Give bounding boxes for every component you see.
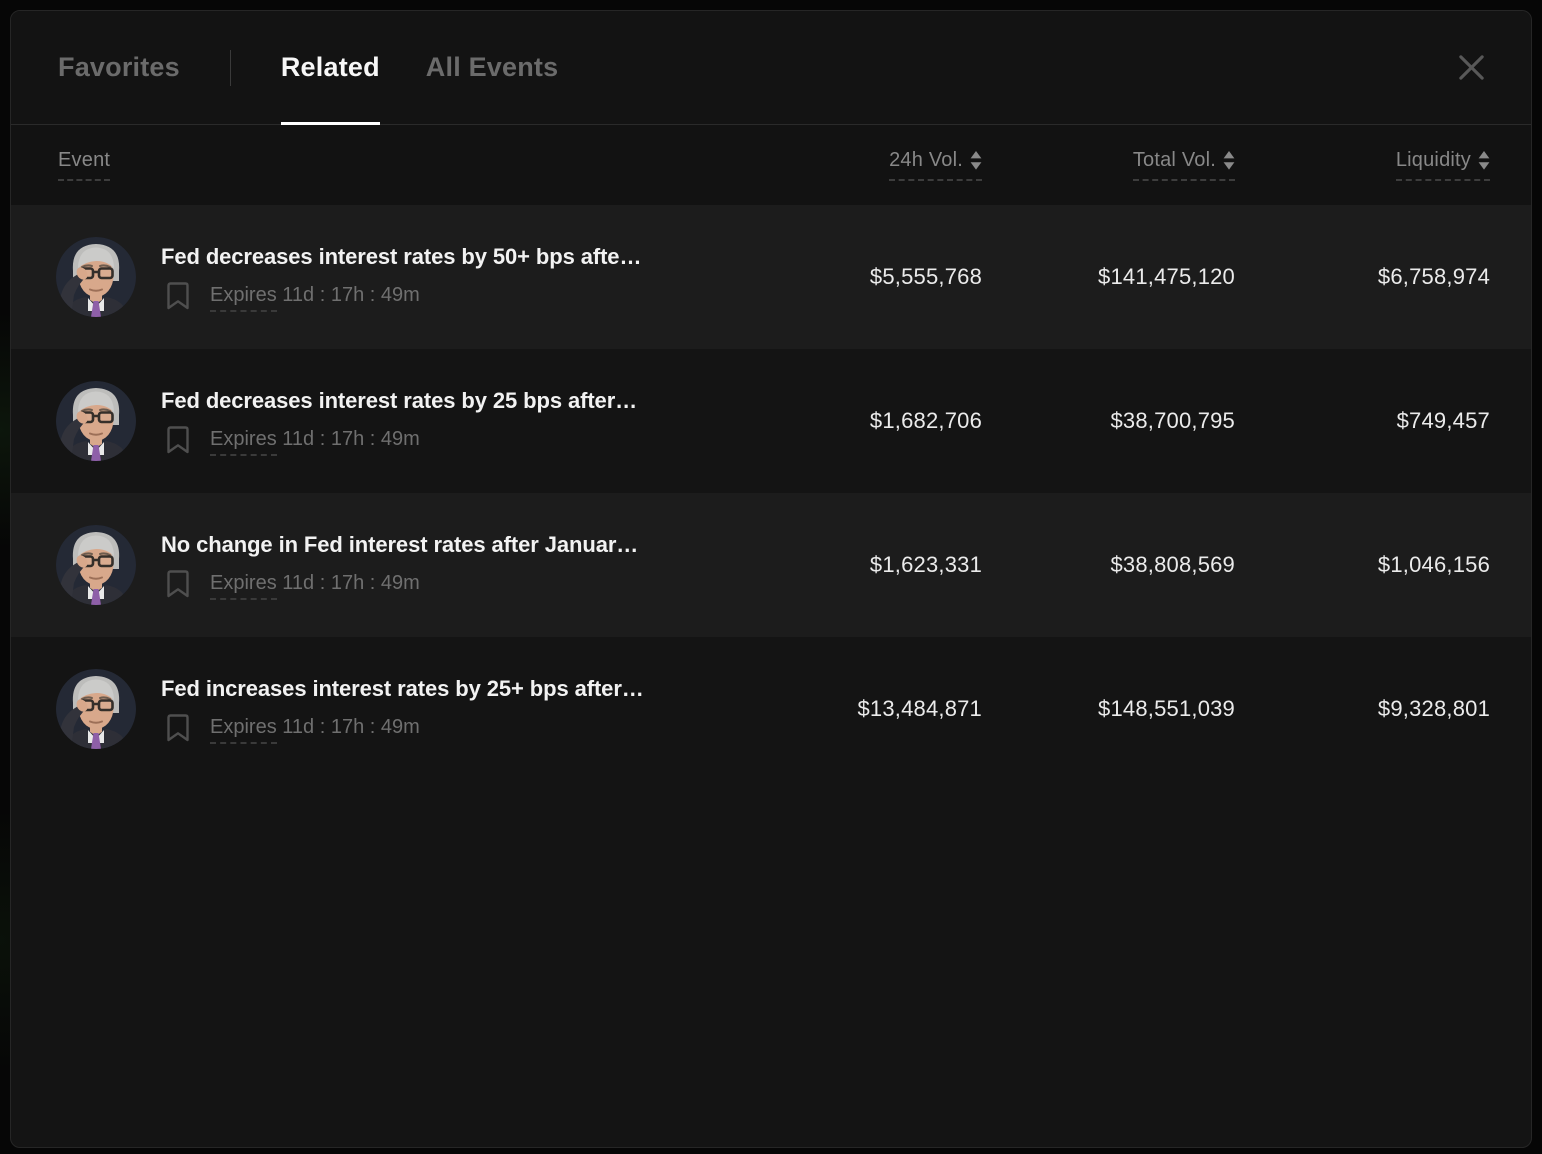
24h-vol-column-label: 24h Vol.: [889, 149, 963, 171]
expires-text: Expires 11d : 17h : 49m: [210, 572, 420, 600]
bookmark-button[interactable]: [166, 281, 190, 311]
x-icon: [1458, 55, 1484, 80]
cell-24h-vol: $5,555,768: [869, 264, 982, 289]
expires-line: Expires 11d : 17h : 49m: [161, 281, 641, 312]
expires-text: Expires 11d : 17h : 49m: [210, 716, 420, 744]
event-avatar: [56, 669, 136, 749]
powell-photo: [56, 381, 136, 461]
cell-total-vol: $38,808,569: [1110, 552, 1235, 577]
event-title: No change in Fed interest rates after Ja…: [161, 531, 639, 557]
close-button[interactable]: [1449, 46, 1493, 90]
bookmark-icon: [167, 281, 189, 309]
expires-text: Expires 11d : 17h : 49m: [210, 284, 420, 312]
expires-label: Expires: [210, 572, 277, 600]
expires-value: 11d : 17h : 49m: [282, 572, 420, 594]
total-vol-column-label: Total Vol.: [1132, 149, 1216, 171]
powell-photo: [56, 237, 136, 317]
column-header-24h-vol: 24h Vol.: [889, 149, 982, 181]
powell-photo: [56, 525, 136, 605]
event-title: Fed decreases interest rates by 50+ bps …: [161, 243, 642, 269]
expires-text: Expires 11d : 17h : 49m: [210, 428, 420, 456]
column-header-liquidity: Liquidity: [1395, 149, 1490, 181]
expires-value: 11d : 17h : 49m: [282, 284, 420, 306]
tab-bar: Favorites Related All Events: [11, 11, 1531, 125]
cell-24h-vol: $1,682,706: [869, 408, 982, 433]
event-row[interactable]: Fed increases interest rates by 25+ bps …: [11, 637, 1531, 781]
column-header-event: Event: [11, 149, 111, 181]
expires-label: Expires: [210, 716, 277, 744]
expires-line: Expires 11d : 17h : 49m: [161, 569, 638, 600]
event-avatar: [56, 381, 136, 461]
event-avatar: [56, 237, 136, 317]
bookmark-button[interactable]: [166, 713, 190, 743]
event-column-label: Event: [58, 149, 111, 171]
sort-arrows-icon: [1223, 151, 1235, 170]
event-meta: Fed increases interest rates by 25+ bps …: [161, 675, 644, 744]
powell-photo: [56, 669, 136, 749]
tab-related[interactable]: Related: [280, 11, 380, 125]
tab-favorites[interactable]: Favorites: [58, 11, 180, 124]
bookmark-icon: [167, 569, 189, 597]
expires-line: Expires 11d : 17h : 49m: [161, 425, 637, 456]
event-cell: Fed decreases interest rates by 50+ bps …: [11, 237, 729, 317]
event-cell: No change in Fed interest rates after Ja…: [11, 525, 729, 605]
event-meta: No change in Fed interest rates after Ja…: [161, 531, 639, 600]
event-row[interactable]: No change in Fed interest rates after Ja…: [11, 493, 1531, 637]
expires-line: Expires 11d : 17h : 49m: [161, 713, 644, 744]
table-header: Event 24h Vol. Total Vol. Liquidity: [11, 125, 1531, 205]
cell-liquidity: $749,457: [1396, 408, 1490, 433]
event-row[interactable]: Fed decreases interest rates by 50+ bps …: [11, 205, 1531, 349]
event-avatar: [56, 525, 136, 605]
event-cell: Fed decreases interest rates by 25 bps a…: [11, 381, 729, 461]
cell-total-vol: $148,551,039: [1098, 696, 1235, 721]
event-title: Fed increases interest rates by 25+ bps …: [161, 675, 644, 701]
related-events-modal: Favorites Related All Events Event: [10, 10, 1532, 1148]
cell-liquidity: $1,046,156: [1377, 552, 1490, 577]
cell-total-vol: $38,700,795: [1110, 408, 1235, 433]
expires-label: Expires: [210, 428, 277, 456]
expires-value: 11d : 17h : 49m: [282, 428, 420, 450]
bookmark-button[interactable]: [166, 425, 190, 455]
event-title: Fed decreases interest rates by 25 bps a…: [161, 387, 638, 413]
liquidity-column-label: Liquidity: [1395, 149, 1471, 171]
tab-divider: [229, 49, 231, 86]
sort-arrows-icon: [1478, 151, 1490, 170]
expires-value: 11d : 17h : 49m: [282, 716, 420, 738]
event-row[interactable]: Fed decreases interest rates by 25 bps a…: [11, 349, 1531, 493]
event-rows: Fed decreases interest rates by 50+ bps …: [11, 205, 1531, 781]
cell-24h-vol: $1,623,331: [869, 552, 982, 577]
event-meta: Fed decreases interest rates by 50+ bps …: [161, 243, 642, 312]
expires-label: Expires: [210, 284, 277, 312]
bookmark-button[interactable]: [166, 569, 190, 599]
cell-total-vol: $141,475,120: [1098, 264, 1235, 289]
event-cell: Fed increases interest rates by 25+ bps …: [11, 669, 729, 749]
tab-all-events[interactable]: All Events: [426, 11, 559, 124]
cell-24h-vol: $13,484,871: [857, 696, 982, 721]
cell-liquidity: $6,758,974: [1377, 264, 1490, 289]
bookmark-icon: [167, 425, 189, 453]
sort-arrows-icon: [970, 151, 982, 170]
column-header-total-vol: Total Vol.: [1132, 149, 1235, 181]
event-meta: Fed decreases interest rates by 25 bps a…: [161, 387, 638, 456]
bookmark-icon: [167, 713, 189, 741]
cell-liquidity: $9,328,801: [1377, 696, 1490, 721]
